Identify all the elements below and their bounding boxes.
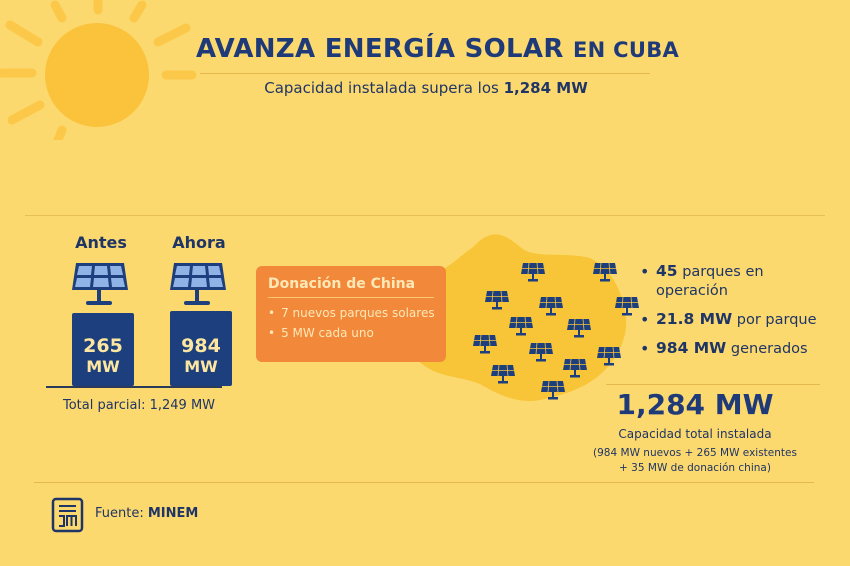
section-divider (25, 215, 825, 216)
building-chart-icon (51, 497, 84, 533)
before-label: Antes (75, 233, 127, 252)
solar-park-icon (567, 318, 591, 338)
china-donation-card: Donación de China 7 nuevos parques solar… (256, 266, 446, 362)
sun-icon (0, 0, 197, 140)
china-donation-title: Donación de China (268, 276, 434, 298)
solar-park-icon (509, 316, 533, 336)
solar-park-icon (615, 296, 639, 316)
stats-list: 45 parques en operación 21.8 MW por parq… (640, 262, 840, 368)
solar-panel-icon (170, 263, 226, 305)
total-breakdown: (984 MW nuevos + 265 MW existentes + 35 … (593, 447, 797, 474)
solar-park-icon (473, 334, 497, 354)
subtitle: Capacidad instalada supera los 1,284 MW (264, 79, 588, 97)
solar-park-icon (491, 364, 515, 384)
after-label: Ahora (172, 233, 226, 252)
source-credit: Fuente: MINEM (95, 506, 199, 521)
before-bar: 265 MW (72, 313, 134, 386)
solar-park-icon (529, 342, 553, 362)
bar-baseline (46, 386, 222, 388)
china-donation-item: 5 MW cada uno (268, 326, 434, 340)
solar-park-icon (541, 380, 565, 400)
solar-park-icon (597, 346, 621, 366)
solar-park-icon (539, 296, 563, 316)
solar-park-icon (521, 262, 545, 282)
stat-per-park: 21.8 MW por parque (640, 310, 840, 330)
total-capacity-label: Capacidad total instalada (618, 427, 772, 441)
title-divider (200, 73, 650, 74)
partial-total: Total parcial: 1,249 MW (62, 398, 216, 413)
total-divider (606, 384, 820, 385)
solar-park-icon (563, 358, 587, 378)
footer-divider (34, 482, 814, 483)
solar-park-icon (593, 262, 617, 282)
solar-park-icon (485, 290, 509, 310)
total-capacity-value: 1,284 MW (616, 388, 774, 421)
solar-panel-icon (72, 263, 128, 305)
after-bar: 984 MW (170, 311, 232, 386)
china-donation-item: 7 nuevos parques solares (268, 306, 435, 320)
stat-generated: 984 MW generados (640, 339, 840, 359)
page-title: AVANZA ENERGÍA SOLAR EN CUBA (196, 34, 680, 64)
stat-parks: 45 parques en operación (640, 262, 840, 301)
